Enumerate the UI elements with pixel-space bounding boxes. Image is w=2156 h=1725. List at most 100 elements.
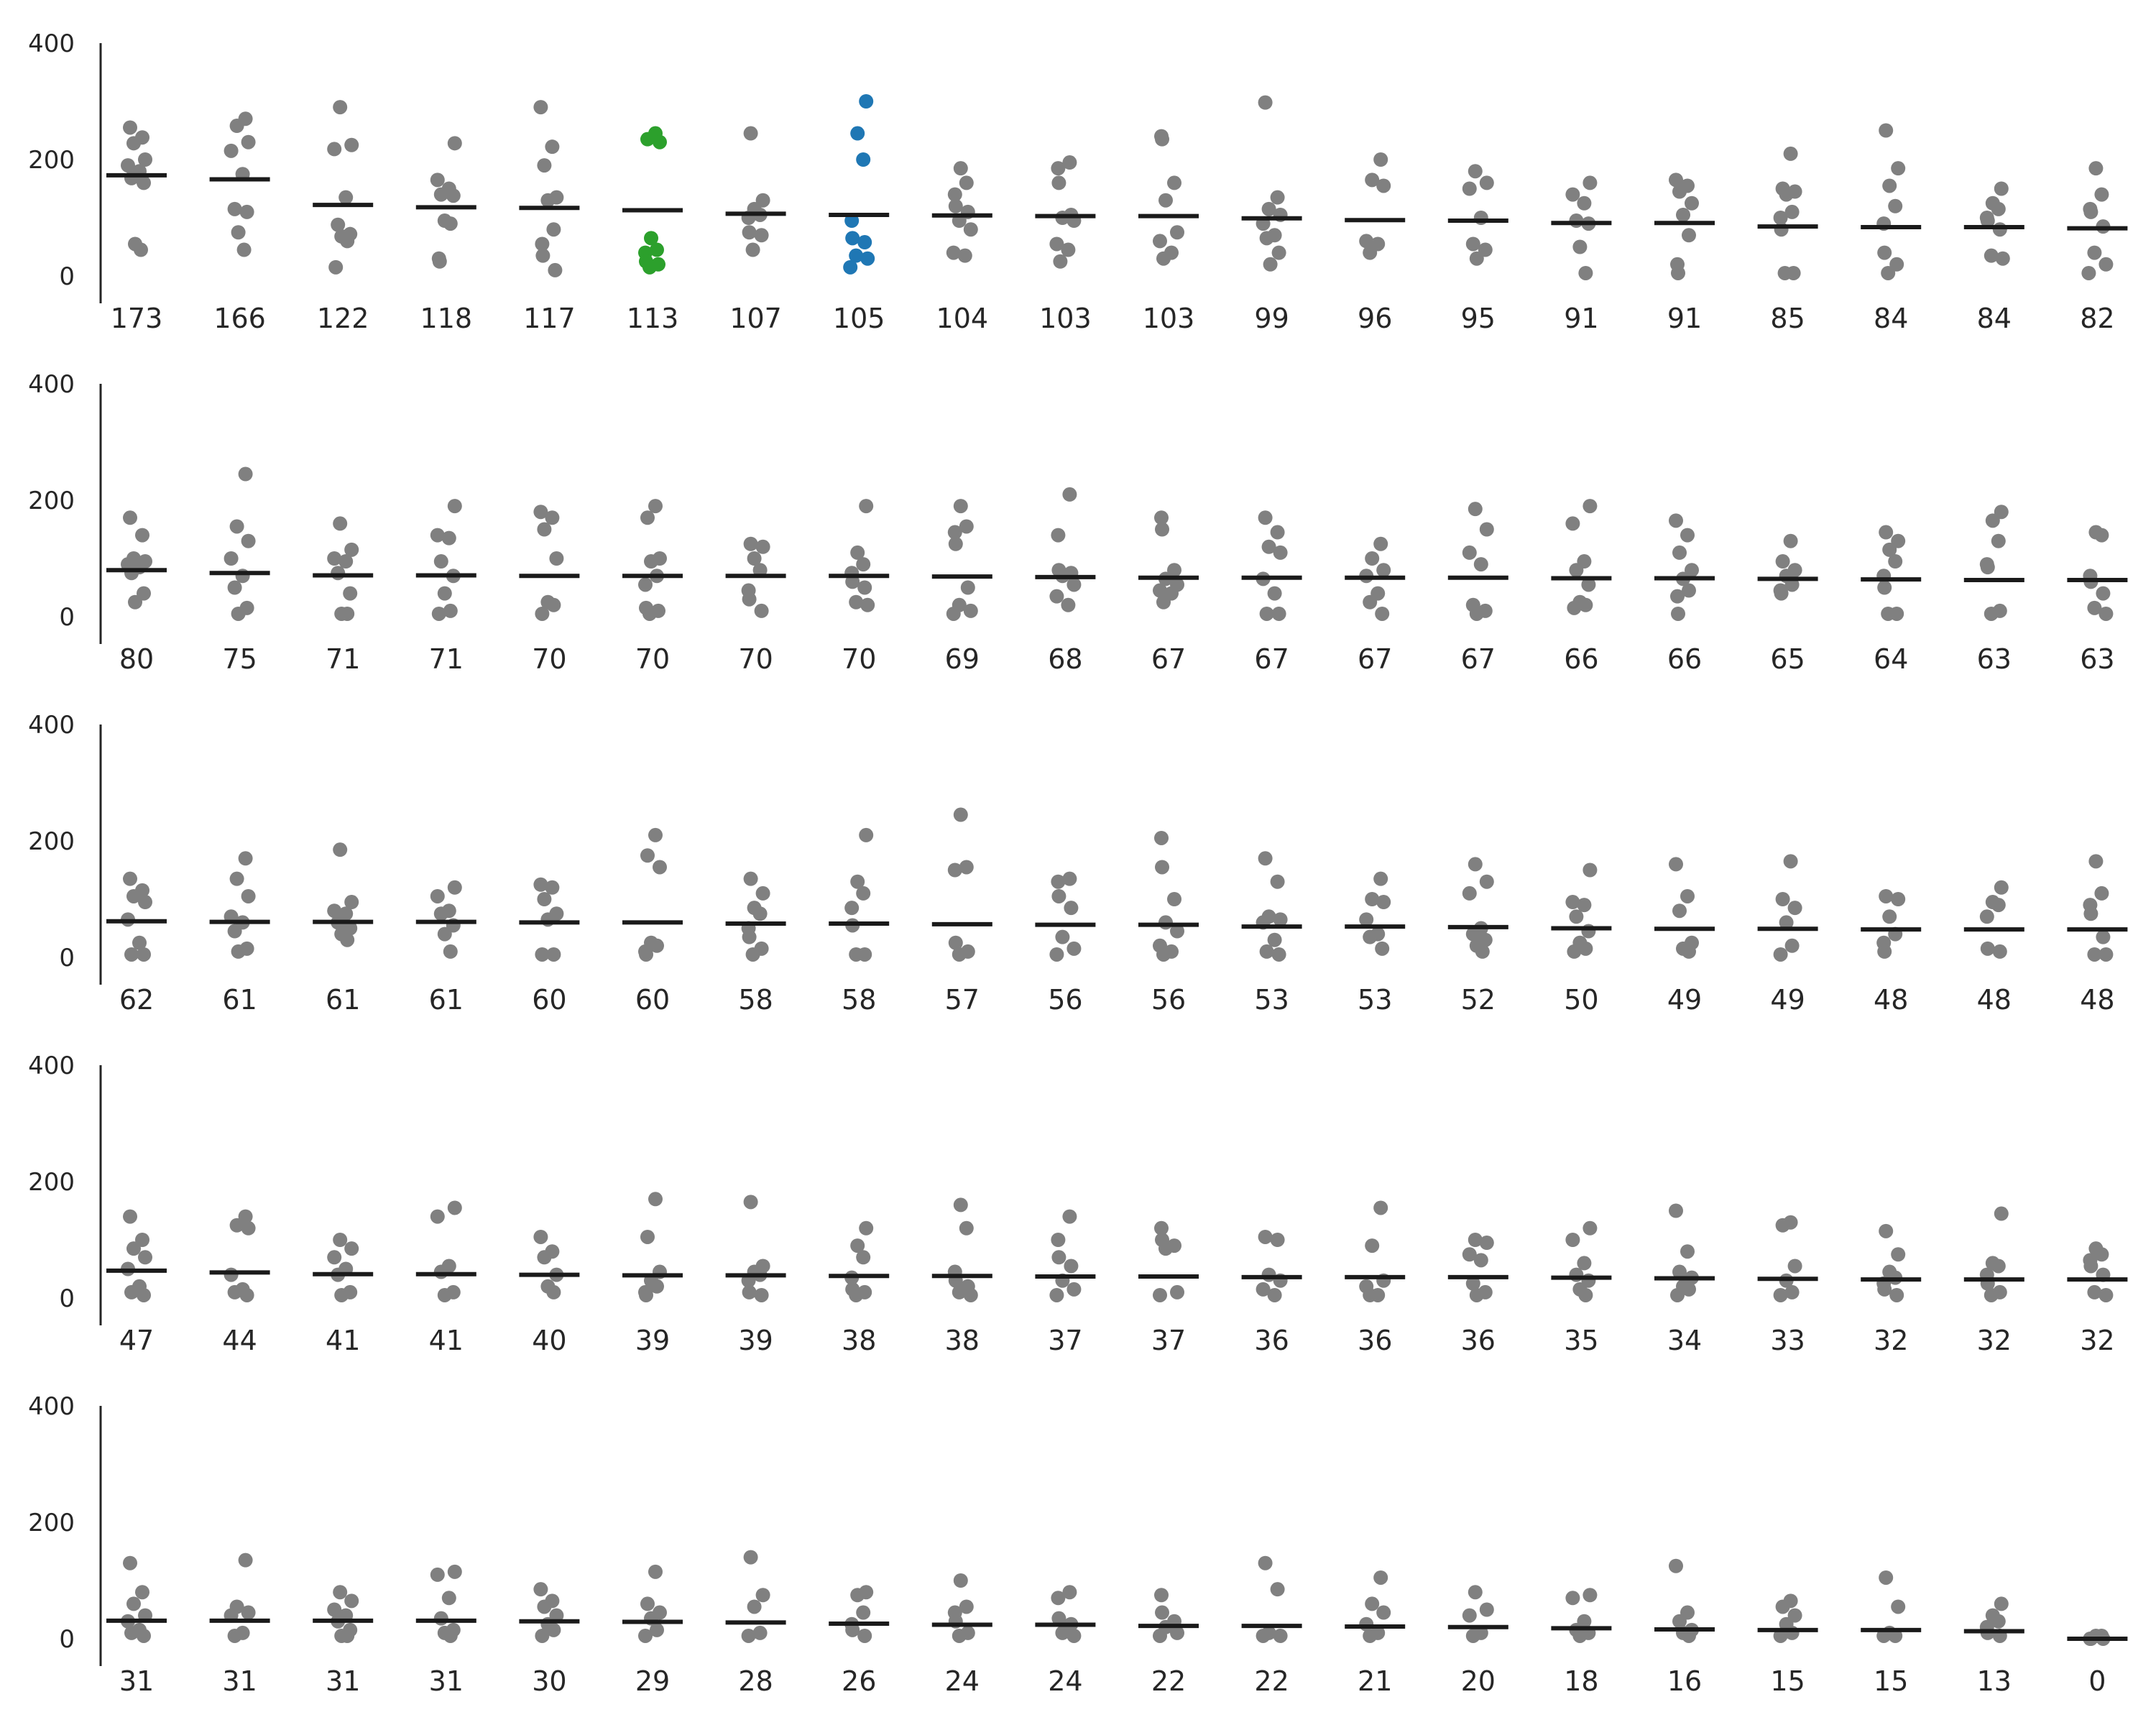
data-point <box>533 1229 548 1244</box>
data-point <box>1671 265 1685 280</box>
category-label: 41 <box>429 1325 464 1356</box>
category-label: 32 <box>1977 1325 2012 1356</box>
data-point <box>1581 577 1596 592</box>
data-point <box>2081 265 2096 280</box>
data-point <box>1888 1628 1903 1643</box>
data-point <box>1787 901 1802 916</box>
data-point <box>959 519 974 534</box>
data-point <box>845 231 860 246</box>
data-point <box>1994 181 2009 196</box>
data-point <box>2096 929 2111 944</box>
data-point <box>1270 190 1285 205</box>
data-point <box>1479 175 1494 190</box>
y-tick-label: 400 <box>28 711 75 740</box>
data-point <box>340 1628 355 1643</box>
data-point <box>1669 857 1683 872</box>
data-point <box>1376 563 1391 578</box>
data-point <box>227 924 242 939</box>
category-label: 31 <box>326 1665 360 1697</box>
data-point <box>126 1596 141 1611</box>
data-point <box>1067 941 1082 956</box>
data-point <box>648 1192 663 1207</box>
data-point <box>1995 251 2010 266</box>
data-point <box>1879 123 1894 138</box>
data-point <box>1462 545 1477 560</box>
category-label: 37 <box>1151 1325 1186 1356</box>
data-point <box>1672 1614 1687 1629</box>
category-label: 26 <box>842 1665 876 1697</box>
data-point <box>241 533 256 548</box>
data-point <box>446 188 461 203</box>
data-point <box>2087 947 2102 962</box>
data-point <box>331 217 346 232</box>
data-point <box>344 1241 359 1256</box>
category-label: 99 <box>1254 303 1289 334</box>
data-point <box>1258 1229 1273 1244</box>
data-point <box>1672 903 1687 919</box>
category-label: 56 <box>1151 984 1186 1016</box>
data-point <box>137 586 151 601</box>
category-label: 68 <box>1048 643 1082 675</box>
category-label: 20 <box>1461 1665 1496 1697</box>
data-point <box>1670 1287 1685 1302</box>
data-point <box>1891 1599 1906 1614</box>
data-point <box>1577 196 1592 211</box>
category-label: 166 <box>213 303 266 334</box>
data-point <box>443 944 458 959</box>
category-label: 63 <box>2080 643 2114 675</box>
category-label: 31 <box>222 1665 257 1697</box>
data-point <box>1261 201 1276 216</box>
data-point <box>1158 915 1173 930</box>
data-point <box>959 1220 974 1236</box>
category-label: 85 <box>1770 303 1805 334</box>
data-point <box>1051 161 1066 176</box>
category-label: 32 <box>1874 1325 1908 1356</box>
data-point <box>849 248 864 263</box>
data-point <box>1992 222 2007 237</box>
data-point <box>1170 225 1184 240</box>
data-point <box>2094 1247 2109 1262</box>
data-point <box>1049 947 1064 962</box>
data-point <box>1376 178 1391 193</box>
data-point <box>238 1552 253 1568</box>
category-label: 122 <box>317 303 369 334</box>
data-point <box>639 1287 653 1302</box>
data-point <box>1889 1287 1904 1302</box>
y-tick-label: 200 <box>28 146 75 175</box>
data-point <box>1263 257 1278 272</box>
data-point <box>1155 522 1169 537</box>
data-point <box>1067 1628 1082 1643</box>
category-label: 61 <box>222 984 257 1016</box>
data-point <box>1273 912 1288 927</box>
data-point <box>1877 245 1892 260</box>
category-label: 16 <box>1667 1665 1702 1697</box>
data-point <box>1064 1259 1079 1274</box>
data-point <box>1773 1628 1788 1643</box>
category-label: 24 <box>945 1665 980 1697</box>
data-point <box>859 827 874 842</box>
data-point <box>1670 589 1685 604</box>
data-point <box>1267 586 1282 601</box>
data-point <box>1682 1628 1696 1643</box>
data-point <box>1270 1582 1285 1597</box>
data-point <box>947 187 962 202</box>
data-point <box>447 1564 462 1579</box>
data-point <box>650 242 664 257</box>
data-point <box>1373 1200 1388 1215</box>
data-point <box>1882 178 1897 193</box>
data-point <box>1465 1276 1480 1291</box>
data-point <box>138 152 152 167</box>
data-point <box>1572 239 1588 254</box>
category-label: 49 <box>1770 984 1805 1016</box>
data-point <box>433 1264 448 1279</box>
data-point <box>533 1582 548 1597</box>
data-point <box>1787 1608 1802 1623</box>
data-point <box>1565 187 1580 202</box>
data-point <box>1375 606 1390 621</box>
data-point <box>963 1287 978 1302</box>
data-point <box>134 242 148 257</box>
data-point <box>650 1622 664 1637</box>
data-point <box>960 580 975 595</box>
data-point <box>755 886 770 901</box>
data-point <box>1685 563 1699 578</box>
